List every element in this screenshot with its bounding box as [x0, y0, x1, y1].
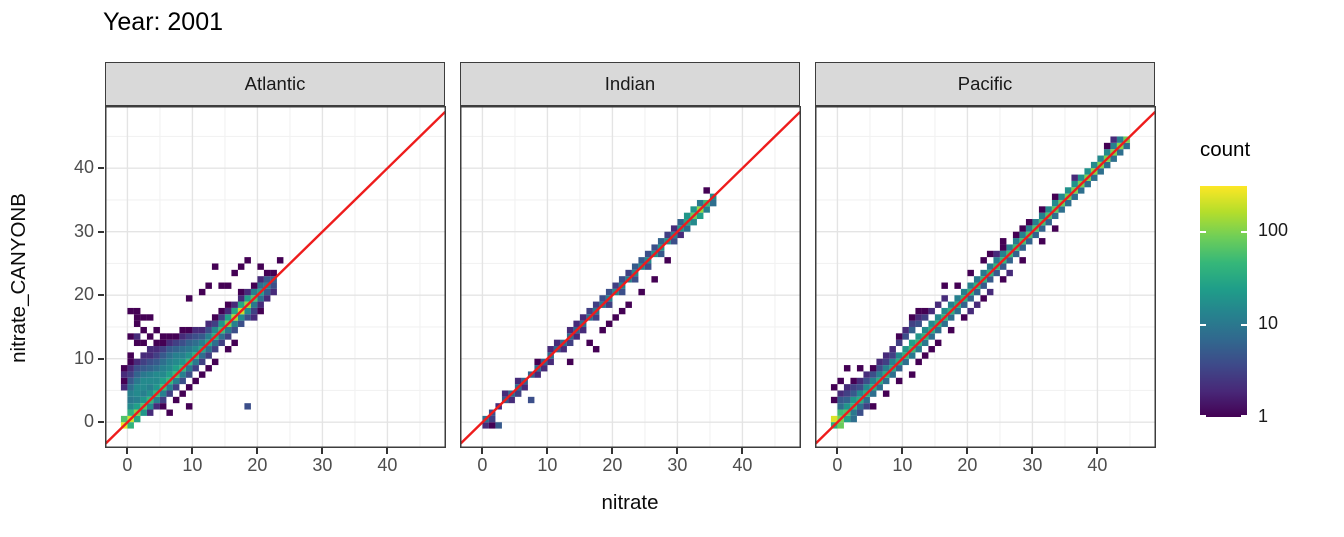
x-tick-mark [1031, 448, 1034, 454]
facet-strip-atlantic: Atlantic [105, 62, 445, 106]
legend-tick-mark [1200, 323, 1206, 326]
legend-colorbar [1200, 186, 1247, 417]
y-axis-title: nitrate_CANYONB [7, 193, 30, 363]
y-tick-label: 30 [73, 220, 94, 241]
x-tick-mark [481, 448, 484, 454]
x-tick-label: 10 [182, 455, 203, 475]
x-tick-label: 0 [477, 455, 488, 475]
panel-border [460, 106, 801, 448]
facet-panel-atlantic [105, 106, 446, 448]
x-tick-mark [1096, 448, 1099, 454]
x-tick-label: 10 [892, 455, 913, 475]
facet-strip-label: Pacific [957, 73, 1013, 94]
y-tick-mark [98, 357, 104, 360]
y-tick-mark [98, 421, 104, 424]
x-tick-label: 20 [957, 455, 978, 475]
legend-tick-label: 100 [1258, 220, 1289, 240]
y-tick-label: 0 [83, 411, 94, 432]
legend-tick-label: 10 [1258, 313, 1279, 333]
x-tick-mark [836, 448, 839, 454]
x-tick-label: 40 [732, 455, 753, 475]
legend-tick-mark [1241, 414, 1247, 417]
x-tick-mark [546, 448, 549, 454]
x-tick-label: 0 [122, 455, 133, 475]
x-tick-label: 0 [832, 455, 843, 475]
legend-tick-mark [1200, 230, 1206, 233]
facet-strip-indian: Indian [460, 62, 800, 106]
facet-panel-indian [460, 106, 801, 448]
y-tick-label: 20 [73, 284, 94, 305]
x-tick-mark [321, 448, 324, 454]
x-tick-label: 30 [667, 455, 688, 475]
x-axis-title: nitrate [601, 491, 659, 514]
x-tick-mark [126, 448, 129, 454]
x-tick-mark [611, 448, 614, 454]
x-tick-mark [386, 448, 389, 454]
legend-title: count [1200, 138, 1251, 161]
identity-line [815, 109, 1156, 446]
x-tick-label: 30 [1022, 455, 1043, 475]
y-tick-label: 40 [73, 157, 94, 178]
x-tick-label: 40 [377, 455, 398, 475]
x-tick-mark [741, 448, 744, 454]
x-tick-mark [256, 448, 259, 454]
x-tick-label: 40 [1087, 455, 1108, 475]
identity-line [460, 109, 801, 446]
identity-line [105, 109, 446, 446]
x-tick-mark [191, 448, 194, 454]
facet-strip-label: Indian [604, 73, 656, 94]
x-tick-mark [676, 448, 679, 454]
x-tick-label: 30 [312, 455, 333, 475]
facet-strip-label: Atlantic [244, 73, 306, 94]
x-tick-label: 10 [537, 455, 558, 475]
x-tick-label: 20 [602, 455, 623, 475]
y-tick-mark [98, 230, 104, 233]
chart-title: Year: 2001 [103, 8, 224, 36]
y-tick-mark [98, 167, 104, 170]
x-tick-mark [901, 448, 904, 454]
y-tick-mark [98, 294, 104, 297]
x-tick-label: 20 [247, 455, 268, 475]
legend-tick-label: 1 [1258, 406, 1269, 426]
panel-border [815, 106, 1156, 448]
grid-lines [105, 106, 446, 448]
legend-tick-mark [1241, 230, 1247, 233]
panel-border [105, 106, 446, 448]
grid-lines [460, 106, 801, 448]
facet-strip-pacific: Pacific [815, 62, 1155, 106]
facet-panel-pacific [815, 106, 1156, 448]
legend-tick-mark [1200, 414, 1206, 417]
x-tick-mark [966, 448, 969, 454]
y-tick-label: 10 [73, 347, 94, 368]
legend-tick-mark [1241, 323, 1247, 326]
